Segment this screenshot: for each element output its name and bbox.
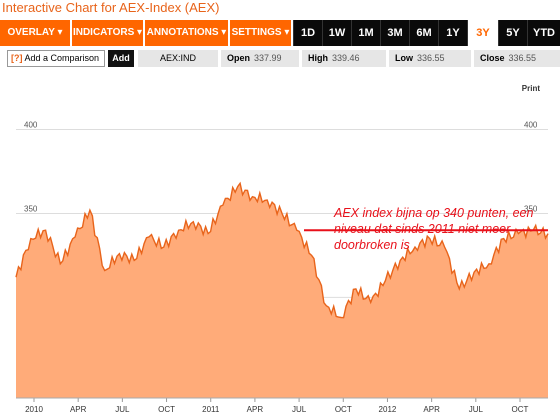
close-value: 336.55 <box>508 53 537 63</box>
x-tick-label: 2011 <box>202 405 220 414</box>
x-tick-label: 2010 <box>25 405 43 414</box>
timeframe-1d-button[interactable]: 1D <box>293 20 322 46</box>
y-tick-label: 350 <box>524 204 538 213</box>
chart-annotation: AEX index bijna op 340 punten, een nivea… <box>334 206 534 252</box>
high-quote: High 339.46 <box>302 50 386 67</box>
close-quote: Close 336.55 <box>474 50 560 67</box>
add-comparison-placeholder: Add a Comparison <box>24 53 100 63</box>
price-line <box>15 181 549 319</box>
open-label: Open <box>227 53 251 63</box>
indicators-menu-button[interactable]: INDICATORS ▾ <box>72 20 144 46</box>
x-tick-label: JUL <box>469 405 484 414</box>
timeframe-5y-button[interactable]: 5Y <box>498 20 527 46</box>
timeframe-1w-button[interactable]: 1W <box>322 20 351 46</box>
timeframe-3y-button[interactable]: 3Y <box>467 20 498 46</box>
timeframe-ytd-button[interactable]: YTD <box>527 20 560 46</box>
price-chart[interactable]: 3003003503504004002010APRJULOCT2011APRJU… <box>0 76 560 416</box>
high-label: High <box>308 53 328 63</box>
x-tick-label: OCT <box>158 405 175 414</box>
chart-toolbar: OVERLAY ▾ INDICATORS ▾ ANNOTATIONS ▾ SET… <box>0 20 560 46</box>
add-comparison-input[interactable]: [?] Add a Comparison <box>7 50 105 67</box>
timeframe-1y-button[interactable]: 1Y <box>438 20 467 46</box>
help-link[interactable]: [?] <box>11 53 23 63</box>
y-tick-label: 400 <box>24 121 38 130</box>
timeframe-3m-button[interactable]: 3M <box>380 20 409 46</box>
close-label: Close <box>480 53 505 63</box>
add-comparison-button[interactable]: Add <box>108 50 134 67</box>
annotations-menu-button[interactable]: ANNOTATIONS ▾ <box>145 20 229 46</box>
settings-menu-button[interactable]: SETTINGS ▾ <box>230 20 292 46</box>
x-tick-label: JUL <box>292 405 307 414</box>
low-label: Low <box>395 53 413 63</box>
y-tick-label: 400 <box>524 121 538 130</box>
quote-bar: [?] Add a Comparison Add AEX:IND Open 337… <box>0 48 560 70</box>
x-tick-label: APR <box>423 405 440 414</box>
y-tick-label: 350 <box>24 204 38 213</box>
open-quote: Open 337.99 <box>221 50 299 67</box>
timeframe-1m-button[interactable]: 1M <box>351 20 380 46</box>
timeframe-6m-button[interactable]: 6M <box>409 20 438 46</box>
page-title: Interactive Chart for AEX-Index (AEX) <box>2 0 220 15</box>
low-quote: Low 336.55 <box>389 50 471 67</box>
low-value: 336.55 <box>417 53 445 63</box>
symbol-label: AEX:IND <box>138 50 218 67</box>
x-tick-label: APR <box>70 405 87 414</box>
x-tick-label: OCT <box>512 405 529 414</box>
high-value: 339.46 <box>332 53 360 63</box>
overlay-menu-button[interactable]: OVERLAY ▾ <box>0 20 71 46</box>
x-tick-label: 2012 <box>379 405 397 414</box>
x-tick-label: JUL <box>115 405 130 414</box>
print-link[interactable]: Print <box>521 84 540 93</box>
open-value: 337.99 <box>254 53 282 63</box>
x-tick-label: APR <box>247 405 264 414</box>
x-tick-label: OCT <box>335 405 352 414</box>
